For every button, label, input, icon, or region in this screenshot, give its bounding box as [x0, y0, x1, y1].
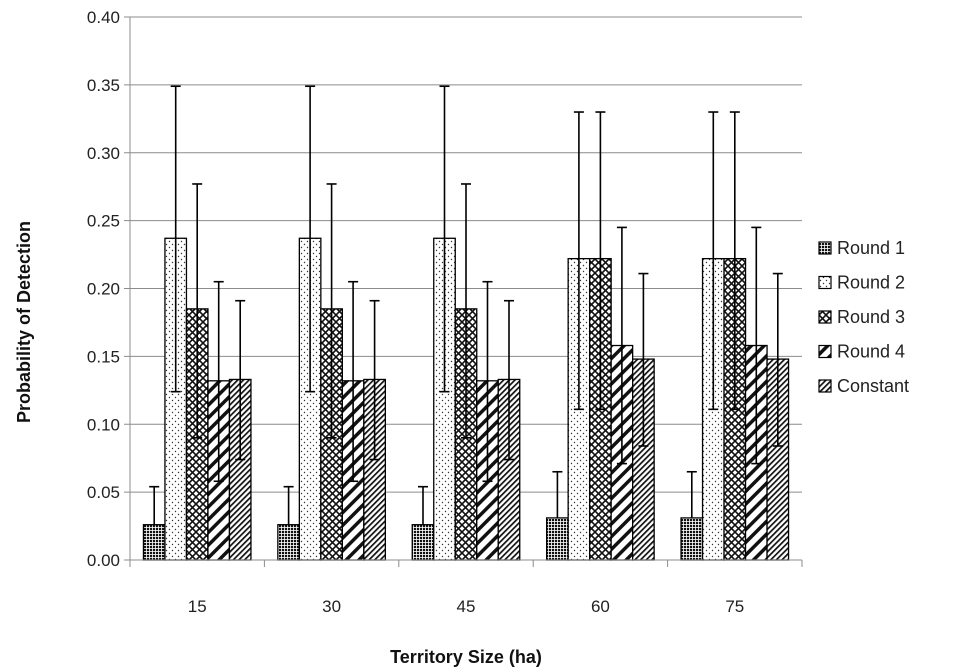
legend-label: Round 4	[837, 342, 905, 362]
y-tick-label: 0.35	[87, 76, 120, 95]
y-axis-title: Probability of Detection	[14, 221, 34, 423]
y-tick-label: 0.20	[87, 280, 120, 299]
x-tick-label: 75	[725, 597, 744, 616]
legend-label: Constant	[837, 376, 909, 396]
legend-label: Round 1	[837, 238, 905, 258]
legend-swatch-round-2	[818, 275, 832, 290]
axes	[129, 17, 803, 567]
y-tick-label: 0.15	[87, 347, 120, 366]
x-tick-label: 45	[457, 597, 476, 616]
legend-swatch-constant	[818, 379, 832, 393]
y-tick-label: 0.00	[87, 551, 120, 570]
bar-round-1-30	[277, 524, 301, 561]
y-tick-labels: 0.00 0.05 0.10 0.15 0.20 0.25 0.30 0.35 0.40	[87, 8, 120, 570]
bar-round-1-15	[142, 524, 166, 561]
legend-swatch-round-3	[818, 310, 832, 324]
error-bars	[149, 85, 783, 525]
x-axis-title: Territory Size (ha)	[390, 647, 542, 667]
bar-round-1-75	[680, 517, 704, 561]
y-tick-label: 0.25	[87, 212, 120, 231]
bar-round-1-60	[546, 517, 569, 561]
bar-round-1-45	[411, 524, 435, 561]
legend-label: Round 3	[837, 307, 905, 327]
y-tick-label: 0.05	[87, 483, 120, 502]
x-tick-labels: 15 30 45 60 75	[188, 597, 745, 616]
legend-swatch-round-4	[818, 344, 832, 359]
y-tick-label: 0.40	[87, 8, 120, 27]
legend: Round 1 Round 2 Round 3 Round 4 Constant	[818, 238, 909, 396]
y-tick-label: 0.10	[87, 415, 120, 434]
x-tick-label: 30	[322, 597, 341, 616]
x-tick-label: 15	[188, 597, 207, 616]
legend-label: Round 2	[837, 273, 905, 293]
y-tick-label: 0.30	[87, 144, 120, 163]
legend-swatch-round-1	[818, 241, 832, 255]
x-tick-label: 60	[591, 597, 610, 616]
